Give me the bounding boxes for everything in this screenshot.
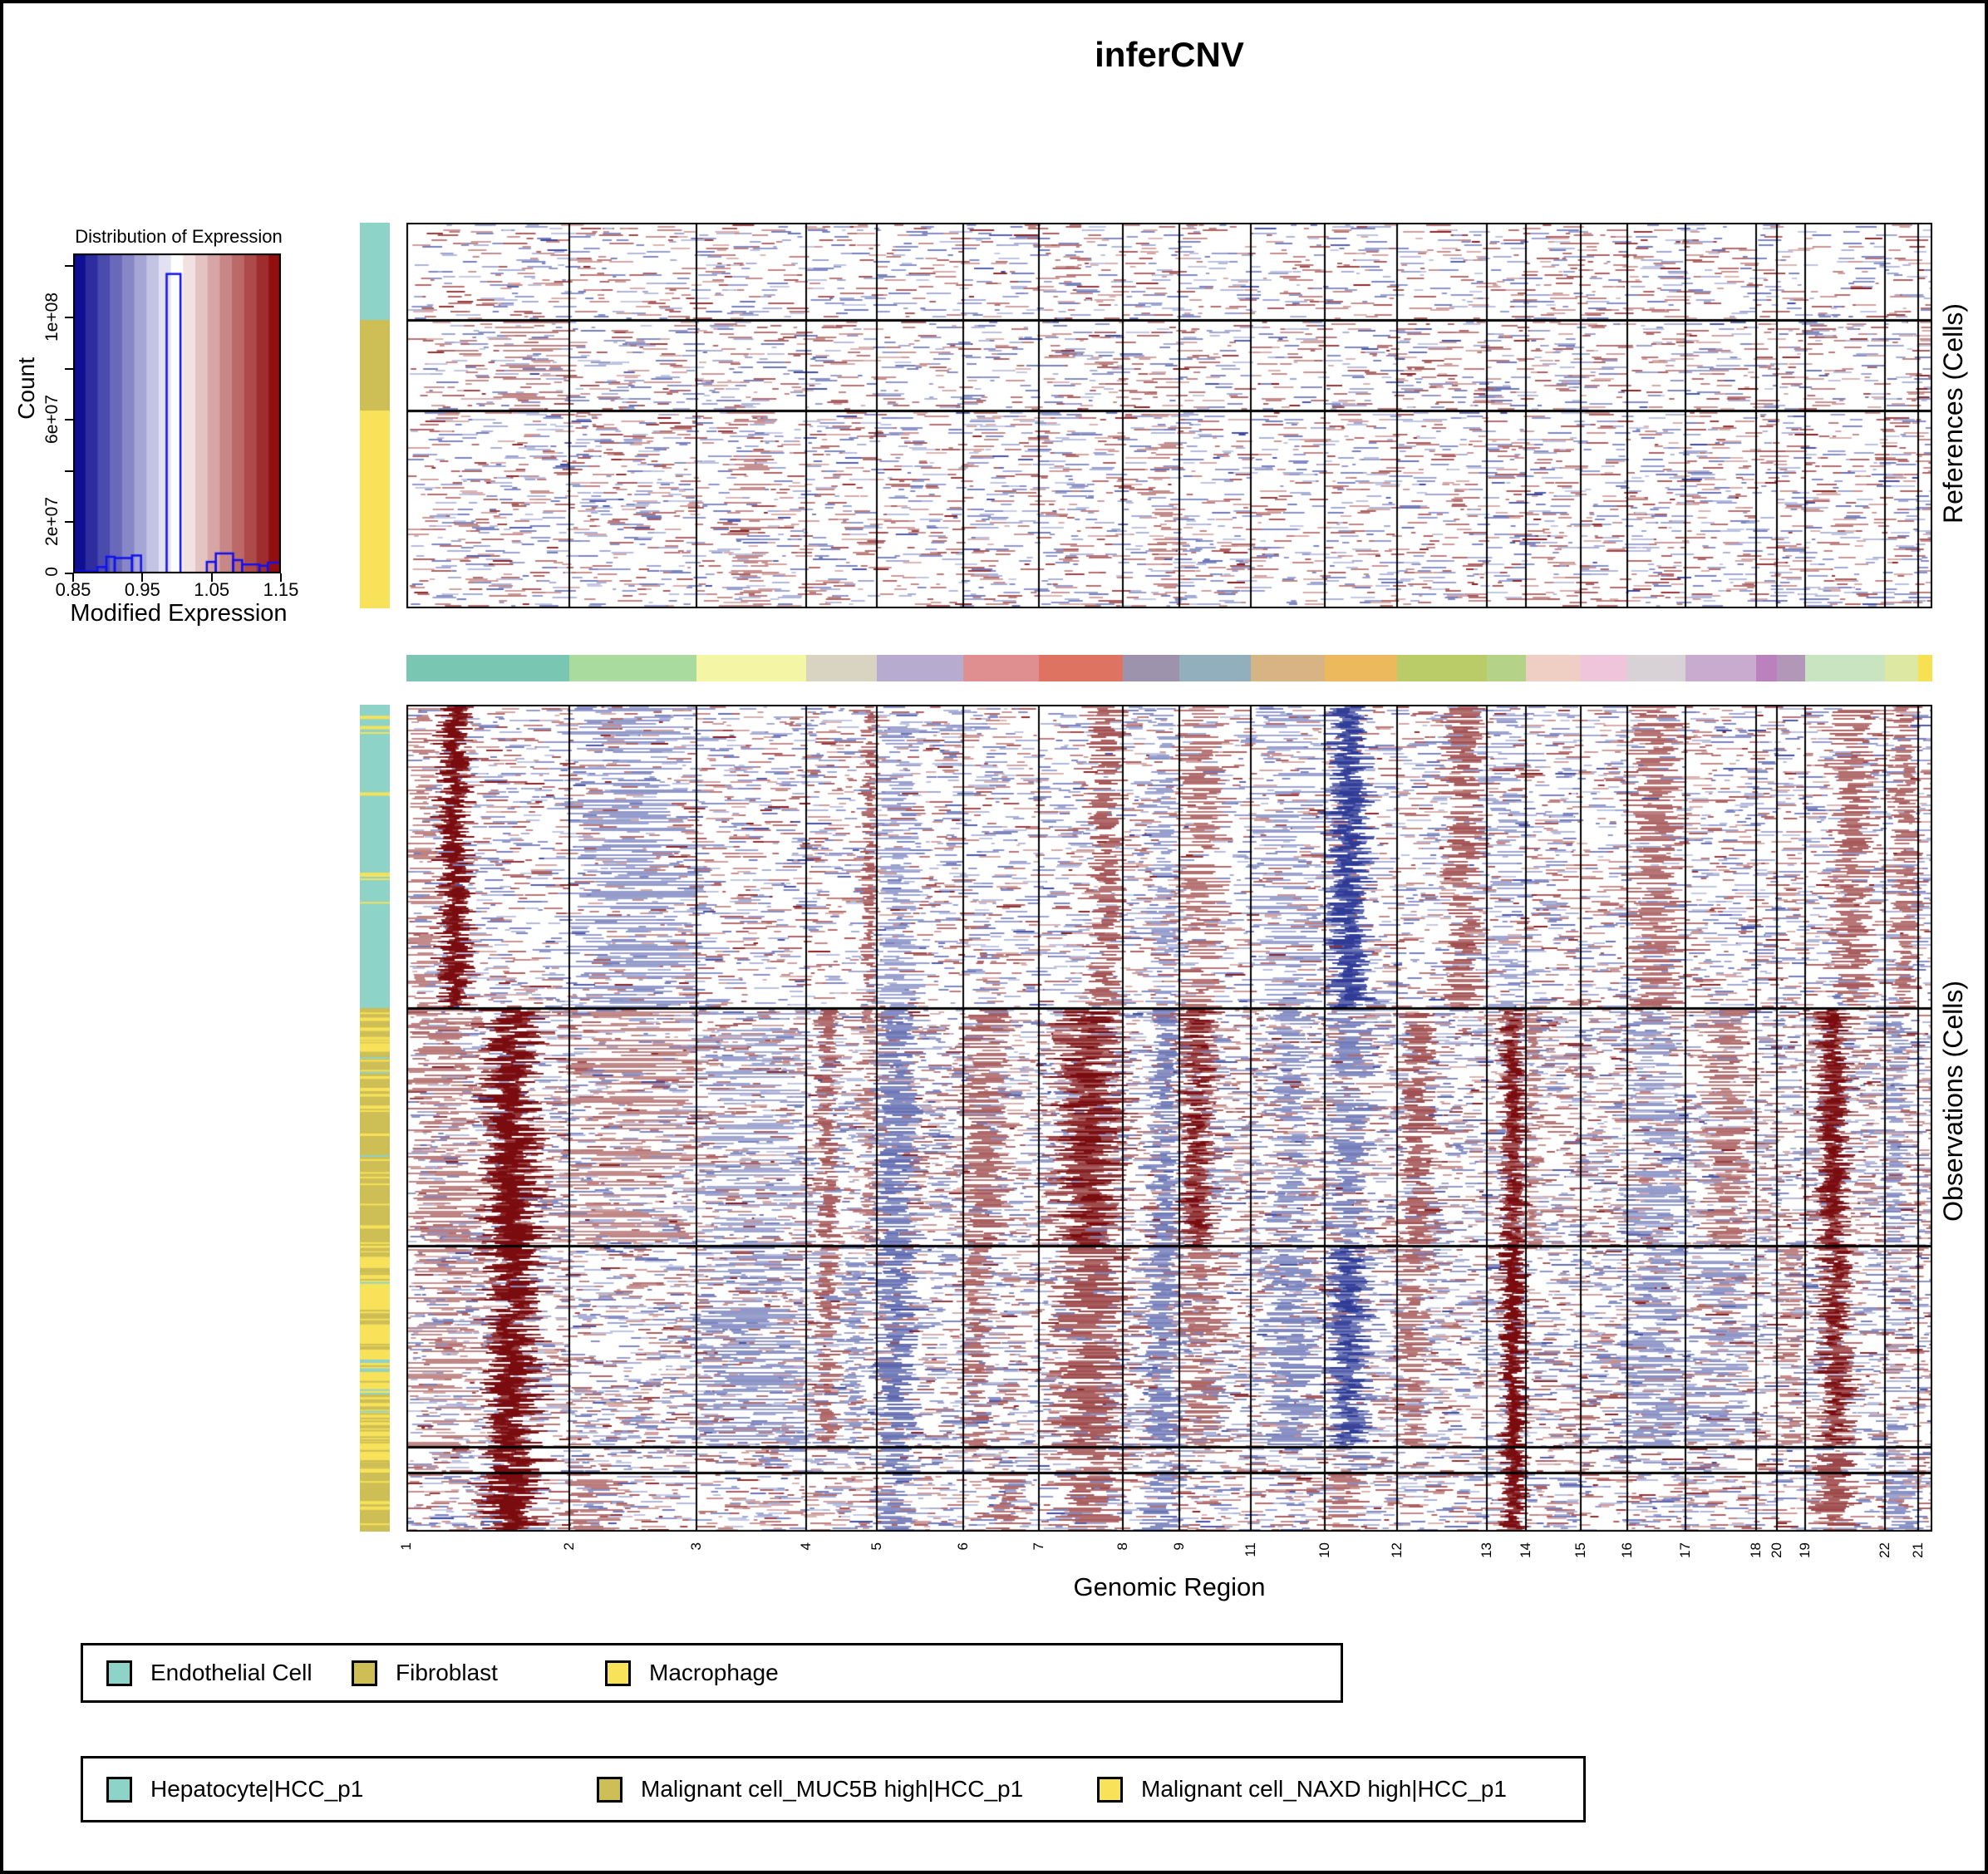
- legend-item-malignant-cell-naxd-high-hcc-p1: Malignant cell_NAXD high|HCC_p1: [1097, 1776, 1507, 1803]
- x-tick-label: 0.95: [124, 579, 160, 600]
- chromosome-label-12: 12: [1389, 1542, 1405, 1558]
- chromosome-band-7: [1039, 655, 1123, 681]
- chromosome-band-1: [406, 655, 569, 681]
- x-tickmark: [141, 573, 144, 582]
- chromosome-band-15: [1581, 655, 1627, 681]
- chromosome-label-20: 20: [1769, 1542, 1784, 1558]
- genomic-region-axis-label: Genomic Region: [1073, 1572, 1266, 1601]
- chromosome-label-10: 10: [1316, 1542, 1332, 1558]
- chromosome-label-9: 9: [1171, 1542, 1187, 1551]
- chromosome-band-2: [569, 655, 696, 681]
- x-tickmark: [72, 573, 74, 582]
- legend-item-label: Endothelial Cell: [150, 1660, 312, 1685]
- chromosome-band-6: [963, 655, 1039, 681]
- chromosome-band-18: [1756, 655, 1777, 681]
- chromosome-label-2: 2: [561, 1542, 577, 1551]
- observations-heatmap: [406, 705, 1932, 1532]
- chromosome-band-13: [1487, 655, 1526, 681]
- chromosome-band-3: [696, 655, 806, 681]
- chromosome-band-12: [1397, 655, 1487, 681]
- legend-item-label: Macrophage: [649, 1660, 779, 1685]
- legend-item-label: Fibroblast: [396, 1660, 498, 1685]
- y-tickmark: [65, 521, 73, 524]
- y-tick-label: 6e+07: [42, 394, 62, 444]
- chromosome-label-14: 14: [1518, 1542, 1533, 1558]
- legend-item-label: Malignant cell_NAXD high|HCC_p1: [1141, 1776, 1507, 1802]
- chromosome-label-5: 5: [869, 1542, 884, 1551]
- legend-item-fibroblast: Fibroblast: [352, 1660, 498, 1686]
- modified-expression-axis-label: Modified Expression: [70, 600, 288, 627]
- chromosome-band-4: [806, 655, 877, 681]
- references-heatmap: [406, 223, 1932, 608]
- chromosome-band-17: [1685, 655, 1756, 681]
- legend-key-swatch: [605, 1660, 631, 1686]
- count-axis-label: Count: [13, 357, 39, 420]
- chromosome-band-10: [1325, 655, 1397, 681]
- legend-key-swatch: [1097, 1776, 1123, 1803]
- chromosome-band-20: [1777, 655, 1805, 681]
- observations-group-sidebar: [360, 705, 390, 1532]
- y-tickmark: [65, 265, 73, 268]
- x-tick-label: 0.85: [55, 579, 91, 600]
- chromosome-color-bar: [406, 655, 1932, 681]
- chromosome-band-21: [1918, 655, 1932, 681]
- y-tickmark: [65, 317, 73, 318]
- chromosome-label-7: 7: [1031, 1542, 1046, 1551]
- legend-item-macrophage: Macrophage: [605, 1660, 779, 1686]
- reference-cell-types-legend: Endothelial Cell Fibroblast Macrophage: [81, 1643, 1343, 1703]
- legend-key-swatch: [597, 1776, 622, 1803]
- chromosome-label-6: 6: [955, 1542, 971, 1551]
- legend-key-swatch: [352, 1660, 377, 1686]
- chromosome-label-8: 8: [1115, 1542, 1130, 1551]
- legend-item-label: Hepatocyte|HCC_p1: [150, 1776, 364, 1802]
- chromosome-label-1: 1: [398, 1542, 414, 1551]
- legend-item-hepatocyte-hcc-p1: Hepatocyte|HCC_p1: [106, 1776, 363, 1803]
- chromosome-label-4: 4: [798, 1542, 814, 1551]
- chromosome-label-15: 15: [1572, 1542, 1588, 1558]
- x-tick-label: 1.05: [194, 579, 230, 600]
- y-tickmark: [65, 419, 73, 421]
- x-tickmark: [210, 573, 213, 582]
- references-panel-label: References (Cells): [1938, 303, 1968, 524]
- chromosome-label-16: 16: [1619, 1542, 1635, 1558]
- chromosome-label-17: 17: [1677, 1542, 1693, 1558]
- distribution-title: Distribution of Expression: [75, 226, 283, 247]
- y-tick-label: 1e+08: [42, 292, 62, 342]
- chromosome-label-13: 13: [1479, 1542, 1494, 1558]
- distribution-colorbar-histogram: [73, 253, 281, 573]
- chromosome-label-11: 11: [1242, 1542, 1258, 1557]
- legend-item-endothelial-cell: Endothelial Cell: [106, 1660, 312, 1686]
- chromosome-band-14: [1526, 655, 1581, 681]
- chromosome-label-18: 18: [1748, 1542, 1764, 1558]
- y-tick-label: 0: [42, 566, 62, 577]
- y-tickmark: [65, 573, 73, 574]
- chromosome-band-16: [1627, 655, 1685, 681]
- chromosome-band-22: [1885, 655, 1918, 681]
- chromosome-label-21: 21: [1910, 1542, 1926, 1558]
- references-group-sidebar: [360, 223, 390, 608]
- legend-key-swatch: [106, 1660, 132, 1686]
- x-tickmark: [280, 573, 282, 582]
- observations-panel-label: Observations (Cells): [1938, 981, 1968, 1222]
- chromosome-band-19: [1805, 655, 1885, 681]
- y-tickmark: [65, 367, 73, 370]
- legend-item-malignant-cell-muc5b-high-hcc-p1: Malignant cell_MUC5B high|HCC_p1: [597, 1776, 1023, 1803]
- chromosome-label-19: 19: [1797, 1542, 1813, 1558]
- x-tick-label: 1.15: [263, 579, 299, 600]
- observation-cell-types-legend: Hepatocyte|HCC_p1 Malignant cell_MUC5B hi…: [81, 1756, 1586, 1822]
- chromosome-label-3: 3: [688, 1542, 704, 1551]
- y-tick-label: 2e+07: [42, 496, 62, 546]
- chromosome-band-9: [1179, 655, 1251, 681]
- chromosome-band-8: [1123, 655, 1179, 681]
- y-tickmark: [65, 470, 73, 472]
- chromosome-label-22: 22: [1877, 1542, 1892, 1558]
- legend-key-swatch: [106, 1776, 132, 1803]
- chromosome-band-11: [1251, 655, 1325, 681]
- page-title: inferCNV: [1095, 35, 1244, 74]
- legend-item-label: Malignant cell_MUC5B high|HCC_p1: [641, 1776, 1024, 1802]
- chromosome-band-5: [877, 655, 963, 681]
